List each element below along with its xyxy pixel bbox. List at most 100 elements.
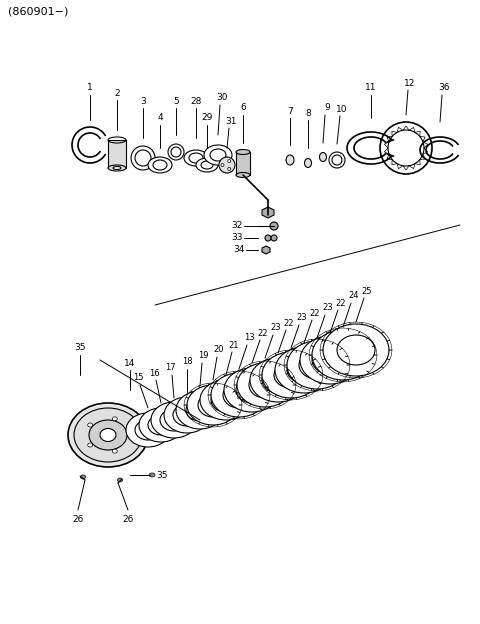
Ellipse shape [287, 357, 321, 383]
Text: 23: 23 [271, 323, 281, 333]
Ellipse shape [89, 420, 127, 450]
Ellipse shape [337, 335, 375, 365]
Ellipse shape [108, 165, 126, 171]
Text: 14: 14 [124, 359, 136, 368]
Text: 1: 1 [87, 84, 93, 92]
Text: 23: 23 [323, 303, 333, 313]
Text: 9: 9 [324, 104, 330, 112]
Text: 20: 20 [214, 346, 224, 354]
Polygon shape [262, 246, 270, 254]
Ellipse shape [299, 351, 335, 379]
Text: 33: 33 [231, 233, 243, 243]
Text: 22: 22 [310, 308, 320, 318]
Text: 22: 22 [258, 328, 268, 338]
Text: 8: 8 [305, 109, 311, 117]
Text: 26: 26 [72, 515, 84, 525]
Text: 11: 11 [365, 84, 377, 92]
Ellipse shape [211, 388, 241, 412]
Ellipse shape [249, 372, 281, 398]
Ellipse shape [88, 423, 93, 427]
Circle shape [221, 163, 224, 167]
Ellipse shape [184, 150, 208, 166]
Ellipse shape [236, 172, 250, 177]
Text: 25: 25 [362, 286, 372, 296]
Text: 5: 5 [173, 97, 179, 105]
Text: 30: 30 [216, 94, 228, 102]
Text: 4: 4 [157, 114, 163, 122]
Ellipse shape [148, 415, 174, 435]
Text: 6: 6 [240, 104, 246, 112]
Text: 12: 12 [404, 79, 416, 87]
Text: 36: 36 [438, 84, 450, 92]
Ellipse shape [320, 152, 326, 162]
Ellipse shape [287, 341, 347, 389]
Ellipse shape [135, 420, 161, 440]
Text: 24: 24 [349, 291, 359, 301]
Text: 34: 34 [233, 245, 245, 255]
Ellipse shape [112, 449, 117, 453]
Text: 29: 29 [201, 114, 213, 122]
Ellipse shape [304, 158, 312, 167]
Text: 2: 2 [114, 89, 120, 97]
Text: 16: 16 [149, 369, 159, 378]
Ellipse shape [211, 373, 267, 417]
Ellipse shape [312, 330, 374, 380]
Ellipse shape [100, 429, 116, 442]
Ellipse shape [139, 408, 183, 442]
Text: 15: 15 [133, 374, 143, 383]
Ellipse shape [118, 478, 122, 482]
Circle shape [271, 235, 277, 241]
Ellipse shape [148, 157, 172, 173]
Ellipse shape [126, 413, 170, 447]
Circle shape [228, 167, 231, 170]
Circle shape [270, 222, 278, 230]
Ellipse shape [274, 362, 308, 388]
Polygon shape [262, 207, 274, 218]
Text: 21: 21 [229, 341, 239, 349]
Ellipse shape [149, 473, 155, 477]
Ellipse shape [160, 409, 188, 431]
Text: 35: 35 [74, 343, 86, 353]
Ellipse shape [300, 336, 360, 384]
Text: 22: 22 [336, 298, 346, 308]
Ellipse shape [112, 417, 117, 421]
Ellipse shape [325, 341, 361, 369]
Ellipse shape [223, 382, 255, 408]
Circle shape [265, 235, 271, 241]
Polygon shape [108, 140, 126, 168]
Ellipse shape [210, 149, 226, 161]
Ellipse shape [286, 155, 294, 165]
Ellipse shape [81, 475, 85, 479]
Ellipse shape [262, 352, 320, 398]
Text: 22: 22 [284, 318, 294, 328]
Ellipse shape [196, 158, 218, 172]
Text: 32: 32 [231, 222, 243, 230]
Ellipse shape [236, 377, 268, 403]
Ellipse shape [250, 358, 306, 402]
Ellipse shape [128, 433, 132, 437]
Ellipse shape [237, 363, 293, 407]
Ellipse shape [186, 399, 214, 421]
Ellipse shape [189, 153, 203, 163]
Circle shape [228, 160, 231, 163]
Text: 28: 28 [190, 97, 202, 105]
Text: 35: 35 [156, 470, 168, 479]
Ellipse shape [262, 367, 294, 393]
Ellipse shape [236, 150, 250, 155]
Text: 18: 18 [182, 358, 192, 366]
Ellipse shape [275, 347, 333, 393]
Ellipse shape [153, 160, 167, 170]
Text: 13: 13 [244, 333, 254, 343]
Text: 23: 23 [297, 313, 307, 323]
Ellipse shape [198, 393, 228, 417]
Ellipse shape [173, 404, 201, 426]
Text: 10: 10 [336, 104, 348, 114]
Ellipse shape [312, 346, 348, 374]
Ellipse shape [204, 145, 232, 165]
Ellipse shape [224, 368, 280, 412]
Text: (860901−): (860901−) [8, 7, 68, 17]
Ellipse shape [113, 167, 121, 170]
Ellipse shape [164, 397, 210, 433]
Ellipse shape [88, 443, 93, 447]
Ellipse shape [323, 324, 389, 376]
